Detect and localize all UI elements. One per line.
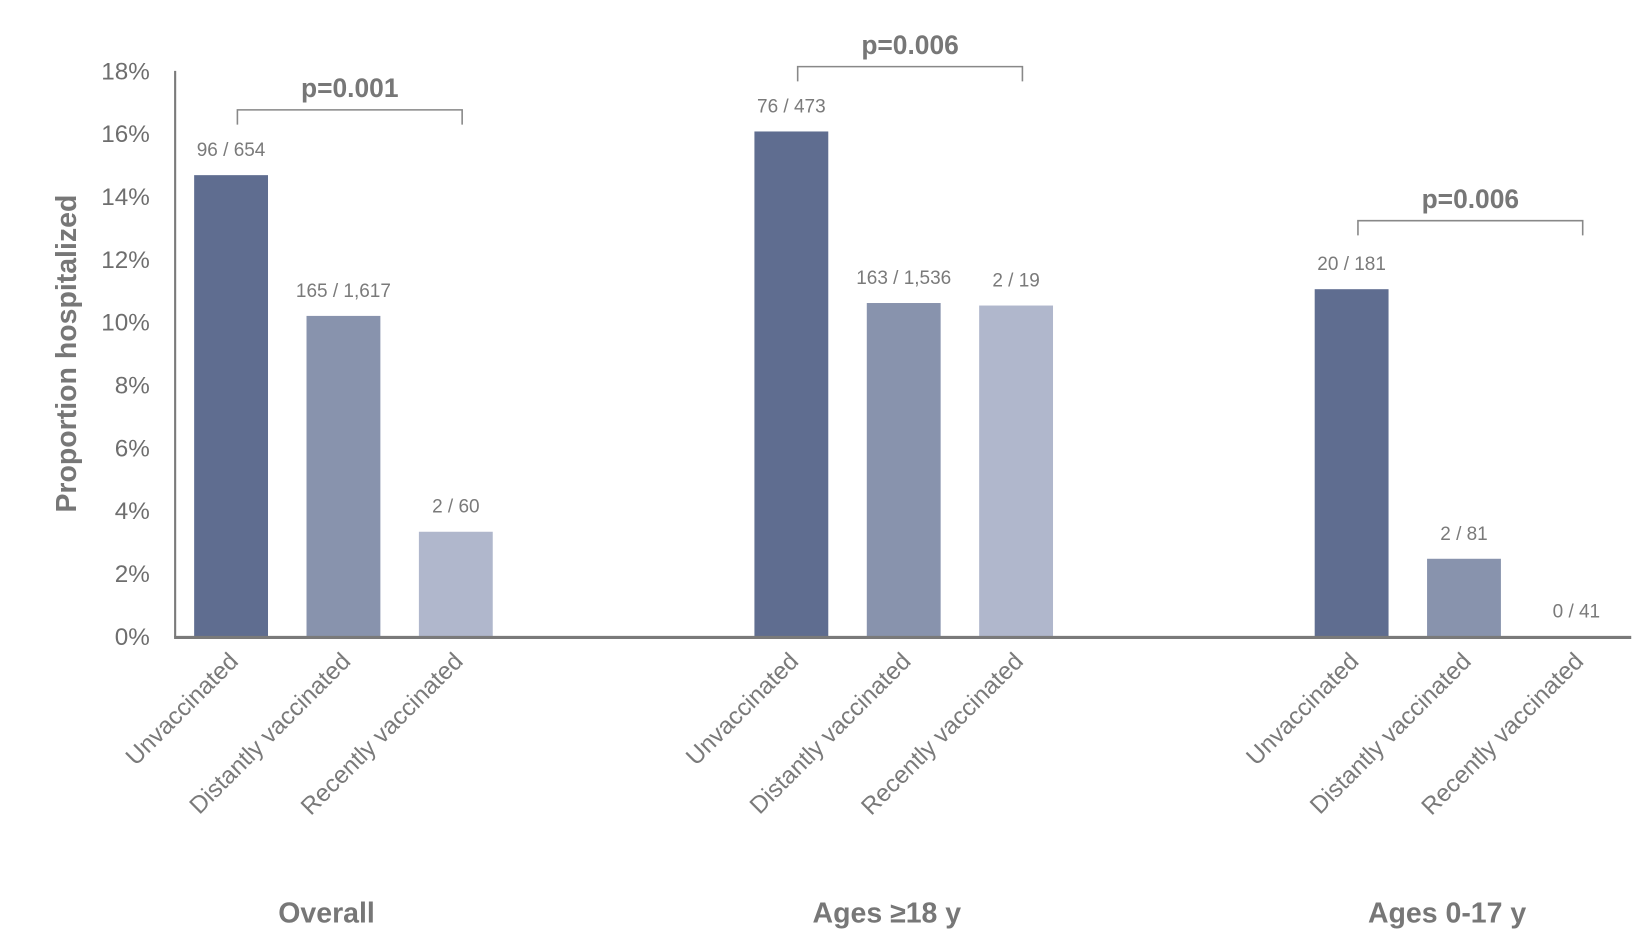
y-tick-label: 12% xyxy=(101,247,150,274)
significance-bracket xyxy=(236,109,463,125)
y-tick-label: 2% xyxy=(115,561,150,588)
category-label: Unvaccinated xyxy=(1241,648,1364,771)
y-axis-label: Proportion hospitalized xyxy=(51,195,83,513)
y-tick-label: 8% xyxy=(115,372,150,399)
bar xyxy=(866,303,941,637)
data-label: 2 / 19 xyxy=(992,271,1040,292)
bar xyxy=(1427,558,1501,637)
significance-bracket xyxy=(1357,219,1584,236)
data-label: 2 / 60 xyxy=(432,497,480,518)
group-label: Overall xyxy=(278,897,375,929)
category-label: Unvaccinated xyxy=(121,648,244,771)
p-value-label: p=0.006 xyxy=(861,30,958,60)
data-label: 165 / 1,617 xyxy=(296,281,391,302)
p-value-label: p=0.006 xyxy=(1422,184,1519,214)
p-value-label: p=0.001 xyxy=(301,73,398,103)
bar xyxy=(306,315,381,637)
bar xyxy=(1314,289,1389,637)
significance-bracket xyxy=(796,65,1024,82)
bar xyxy=(979,305,1054,637)
data-label: 2 / 81 xyxy=(1440,524,1488,545)
data-label: 163 / 1,536 xyxy=(856,268,951,289)
data-label: 20 / 181 xyxy=(1317,254,1386,275)
y-tick-label: 4% xyxy=(115,498,150,525)
y-tick-label: 6% xyxy=(115,435,150,462)
group-label: Ages ≥18 y xyxy=(813,897,962,929)
bar xyxy=(418,531,493,637)
bar xyxy=(754,131,829,637)
y-tick-label: 14% xyxy=(101,184,150,211)
group-label: Ages 0-17 y xyxy=(1368,897,1526,929)
y-tick-label: 16% xyxy=(101,121,150,148)
y-tick-label: 0% xyxy=(115,624,150,651)
category-label: Unvaccinated xyxy=(681,648,804,771)
data-label: 76 / 473 xyxy=(757,96,826,117)
data-label: 96 / 654 xyxy=(197,140,266,161)
bar xyxy=(194,175,269,637)
data-label: 0 / 41 xyxy=(1553,601,1601,622)
y-tick-label: 18% xyxy=(101,58,150,85)
y-tick-label: 10% xyxy=(101,310,150,337)
